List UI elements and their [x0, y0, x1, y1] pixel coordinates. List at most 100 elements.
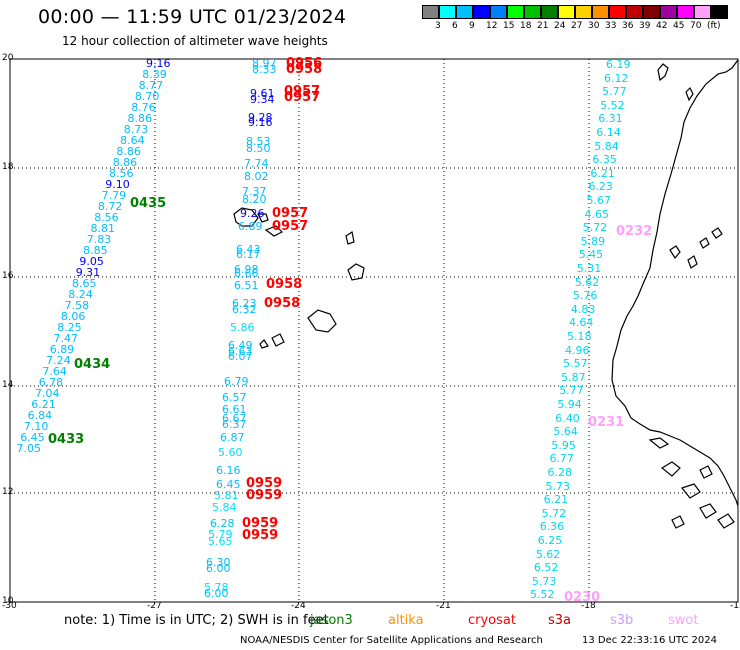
pass-time-jason3: 0433 — [48, 432, 85, 447]
track-value: 6.32 — [232, 303, 257, 316]
track-value: 4.83 — [570, 302, 596, 316]
legend-item-s3a: s3a — [548, 613, 572, 628]
track-value: 5.95 — [551, 438, 576, 452]
color-scale-label: (ft) — [707, 21, 721, 31]
color-scale-label: 12 — [486, 21, 498, 31]
track-value: 8.97 — [252, 57, 277, 70]
page-title: 00:00 — 11:59 UTC 01/23/2024 — [38, 6, 347, 28]
color-scale-label: 70 — [690, 21, 702, 31]
color-swatch — [473, 5, 490, 19]
color-scale-label: 33 — [605, 21, 617, 31]
track-value: 5.81 — [214, 489, 239, 502]
track-value: 6.14 — [596, 126, 621, 139]
track-value: 8.39 — [142, 68, 167, 81]
color-swatch — [694, 5, 711, 19]
color-scale-label: 6 — [452, 21, 458, 31]
track-value: 5.62 — [574, 275, 600, 289]
track-value: 5.67 — [586, 194, 612, 207]
track-value: 9.10 — [105, 178, 130, 191]
track-value: 8.06 — [60, 310, 86, 323]
track-value: 6.19 — [606, 58, 631, 71]
latitude-label: 10 — [2, 596, 14, 606]
color-swatch — [643, 5, 660, 19]
track-value: 5.57 — [563, 357, 588, 371]
track-value: 6.57 — [222, 391, 247, 404]
track-value: 6.23 — [588, 180, 613, 194]
track-value: 5.64 — [553, 425, 578, 439]
pass-time-cryosat: 0958 — [264, 296, 301, 311]
legend-item-swot: swot — [668, 613, 699, 628]
track-value: 7.74 — [244, 157, 269, 170]
color-scale-label: 45 — [673, 21, 685, 31]
pass-time-swot: 0230 — [564, 590, 601, 605]
track-value: 8.56 — [94, 211, 119, 224]
track-value: 9.16 — [248, 116, 273, 129]
track-value: 8.50 — [246, 142, 271, 155]
track-value: 6.25 — [537, 534, 563, 547]
color-scale-labels: 3 6 9 12 15 18 21 24 27 30 33 36 39 42 45 70 (ft) — [422, 21, 740, 33]
color-swatch — [490, 5, 507, 19]
legend-item-altika: altika — [388, 613, 424, 628]
color-scale-label: 42 — [656, 21, 668, 31]
pass-time-cryosat: 0957 — [272, 219, 309, 234]
pass-time-swot: 0232 — [616, 224, 653, 239]
track-value: 8.81 — [90, 222, 116, 235]
track-value: 6.17 — [236, 248, 261, 261]
track-value: 7.64 — [42, 365, 67, 378]
pass-time-cryosat: 0959 — [246, 476, 283, 491]
track-value: 4.64 — [568, 316, 594, 330]
track-value: 5.77 — [559, 384, 584, 398]
track-value: 6.79 — [224, 375, 249, 388]
track-value: 5.89 — [580, 234, 606, 248]
track-value: 5.52 — [529, 588, 555, 602]
track-value: 5.73 — [545, 479, 571, 493]
coastline-africa — [611, 59, 739, 529]
track-value: 5.84 — [594, 139, 619, 153]
track-value: 8.76 — [131, 101, 156, 114]
track-value: 6.16 — [216, 464, 241, 477]
color-scale-label: 3 — [435, 21, 441, 31]
longitude-label: -27 — [147, 601, 162, 611]
track-value: 6.49 — [228, 339, 253, 352]
track-value: 5.72 — [541, 506, 567, 520]
track-value: 5.84 — [212, 501, 237, 514]
track-value: 6.31 — [598, 112, 623, 126]
color-scale-label: 18 — [520, 21, 532, 31]
track-value: 9.61 — [250, 87, 275, 100]
track-value: 7.05 — [16, 442, 42, 455]
track-value: 6.23 — [232, 297, 257, 310]
legend-item-jason3: jason3 — [310, 613, 353, 628]
color-scale-label: 15 — [503, 21, 515, 31]
track-value: 5.76 — [572, 289, 598, 303]
track-value: 8.25 — [57, 321, 82, 334]
track-value: 4.96 — [565, 343, 590, 357]
track-value: 7.04 — [35, 387, 60, 400]
color-scale-label: 24 — [554, 21, 566, 31]
credit-line: NOAA/NESDIS Center for Satellite Applica… — [240, 635, 543, 646]
footer-note: note: 1) Time is in UTC; 2) SWH is in fe… — [64, 613, 329, 628]
longitude-label: -24 — [291, 601, 306, 611]
color-swatch — [507, 5, 524, 19]
track-value: 9.31 — [75, 266, 101, 279]
pass-time-cryosat: 0959 — [242, 528, 279, 543]
track-value: 5.65 — [208, 535, 233, 548]
pass-time-cryosat: 0957 — [272, 206, 309, 221]
pass-time-cryosat: 0958 — [266, 277, 303, 292]
track-value: 9.34 — [250, 93, 275, 106]
latitude-label: 18 — [2, 162, 14, 172]
color-swatch — [660, 5, 677, 19]
track-value: 6.87 — [220, 431, 245, 444]
color-swatch — [524, 5, 541, 19]
track-value: 8.86 — [116, 145, 141, 158]
pass-time-jason3: 0435 — [130, 196, 167, 211]
track-value: 8.72 — [97, 200, 123, 213]
track-value: 5.72 — [582, 221, 608, 235]
track-value: 5.78 — [204, 581, 229, 594]
color-swatch — [677, 5, 694, 19]
track-value: 5.62 — [535, 547, 561, 561]
track-value: 8.56 — [109, 167, 134, 180]
islands-cape-verde — [233, 207, 365, 349]
track-value: 6.40 — [555, 411, 580, 425]
track-value: 6.45 — [20, 431, 45, 444]
track-value: 4.65 — [584, 207, 610, 221]
